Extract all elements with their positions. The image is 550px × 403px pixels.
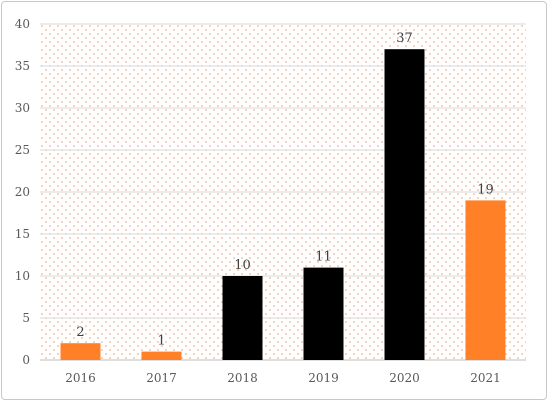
x-tick-label: 2016 — [65, 371, 96, 385]
x-tick-label: 2021 — [470, 371, 501, 385]
bar-2016 — [60, 343, 101, 360]
y-tick-label: 35 — [15, 59, 30, 73]
x-tick-label: 2017 — [146, 371, 177, 385]
bar-2021 — [465, 200, 506, 360]
y-axis: 0 5 10 15 20 25 30 35 40 — [15, 17, 30, 367]
data-label: 1 — [157, 334, 165, 349]
x-tick-label: 2019 — [308, 371, 339, 385]
bar-2018 — [222, 276, 263, 360]
y-tick-label: 10 — [15, 269, 30, 283]
bar-2020 — [384, 49, 425, 360]
y-tick-label: 20 — [15, 185, 30, 199]
y-tick-label: 30 — [15, 101, 30, 115]
data-label: 2 — [76, 325, 84, 340]
data-label: 37 — [396, 31, 413, 46]
y-tick-label: 15 — [15, 227, 30, 241]
bars — [60, 49, 506, 360]
bar-2017 — [141, 351, 182, 360]
data-label: 10 — [234, 258, 251, 273]
y-tick-label: 0 — [22, 353, 30, 367]
data-label: 19 — [477, 182, 494, 197]
y-tick-label: 25 — [15, 143, 30, 157]
x-tick-label: 2020 — [389, 371, 420, 385]
data-label: 11 — [315, 250, 332, 265]
y-tick-label: 40 — [15, 17, 30, 31]
x-axis: 2016 2017 2018 2019 2020 2021 — [65, 371, 501, 385]
y-tick-label: 5 — [22, 311, 30, 325]
bar-2019 — [303, 267, 344, 360]
data-labels: 2 1 10 11 37 19 — [76, 31, 493, 348]
x-tick-label: 2018 — [227, 371, 258, 385]
gridlines — [40, 23, 526, 361]
